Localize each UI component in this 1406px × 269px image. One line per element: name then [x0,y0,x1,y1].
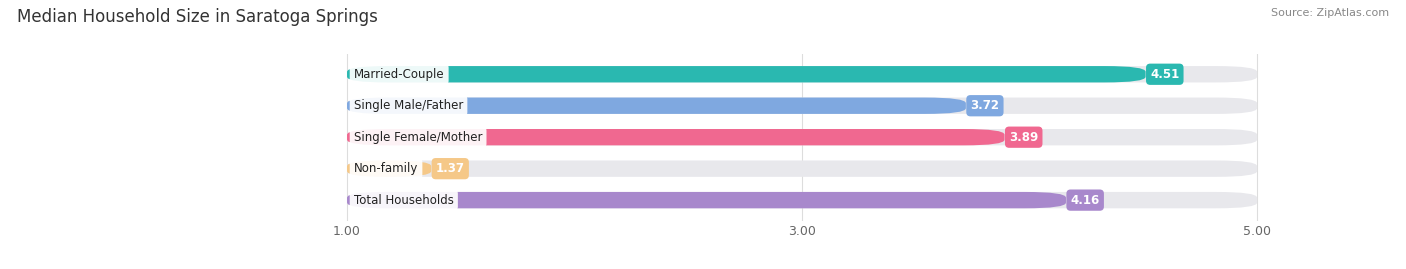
FancyBboxPatch shape [347,98,966,114]
FancyBboxPatch shape [347,98,1257,114]
FancyBboxPatch shape [347,66,1146,82]
FancyBboxPatch shape [347,161,1257,177]
FancyBboxPatch shape [347,161,432,177]
Text: 1.37: 1.37 [436,162,465,175]
Text: Total Households: Total Households [354,194,454,207]
Text: Single Female/Mother: Single Female/Mother [354,131,482,144]
Text: Single Male/Father: Single Male/Father [354,99,463,112]
Text: 4.51: 4.51 [1150,68,1180,81]
FancyBboxPatch shape [347,192,1066,208]
Text: Non-family: Non-family [354,162,418,175]
FancyBboxPatch shape [347,192,1257,208]
Text: 3.72: 3.72 [970,99,1000,112]
Text: Married-Couple: Married-Couple [354,68,444,81]
FancyBboxPatch shape [347,66,1257,82]
Text: Source: ZipAtlas.com: Source: ZipAtlas.com [1271,8,1389,18]
FancyBboxPatch shape [347,129,1004,145]
FancyBboxPatch shape [347,129,1257,145]
Text: Median Household Size in Saratoga Springs: Median Household Size in Saratoga Spring… [17,8,378,26]
Text: 4.16: 4.16 [1070,194,1099,207]
Text: 3.89: 3.89 [1010,131,1039,144]
